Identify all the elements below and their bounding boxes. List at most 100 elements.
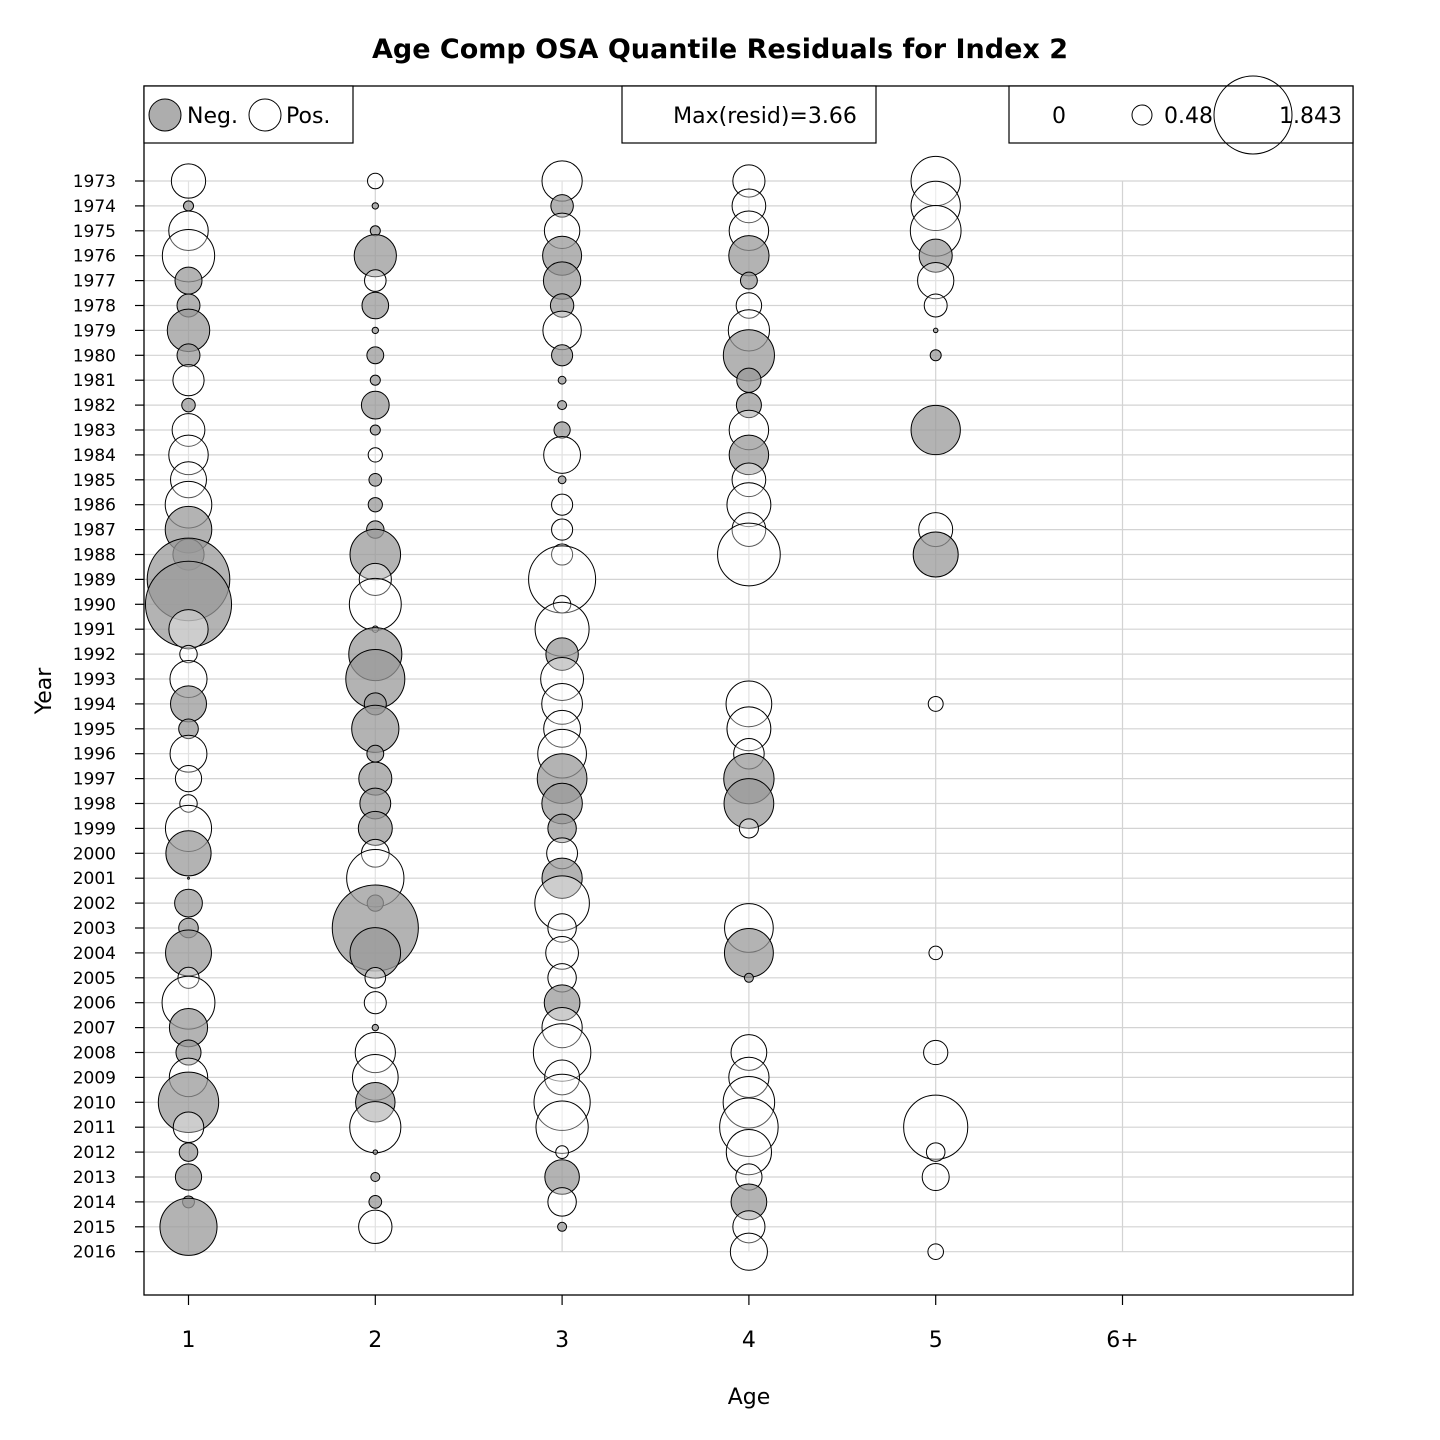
bubble-age-3-year-1980	[551, 344, 574, 367]
y-tick-label: 1996	[73, 745, 116, 765]
y-tick-label: 1990	[73, 595, 116, 615]
bubble-age-1-year-2001	[187, 876, 190, 880]
bubble-age-1-year-2012	[178, 1142, 199, 1162]
bubble-age-2-year-2013	[370, 1172, 381, 1182]
bubble-age-2-year-2014	[368, 1195, 383, 1209]
bubble-age-5-year-1980	[929, 349, 942, 362]
bubble-age-5-year-2012	[925, 1142, 946, 1162]
size-legend-symbol-1	[1131, 104, 1153, 126]
bubble-age-2-year-1973	[367, 172, 384, 190]
bubble-age-2-year-1977	[364, 269, 387, 292]
x-tick-label: 6+	[1106, 1328, 1138, 1353]
bubble-age-4-year-1976	[728, 235, 770, 277]
bubble-age-3-year-2014	[547, 1187, 577, 1217]
x-tick-label: 3	[555, 1328, 569, 1353]
bubble-age-4-year-1988	[717, 522, 781, 587]
y-tick-label: 2000	[73, 844, 116, 864]
bubble-age-1-year-1982	[181, 397, 196, 413]
y-tick-label: 2016	[73, 1243, 116, 1263]
bubble-age-4-year-2014	[730, 1183, 768, 1221]
bubble-age-3-year-2007	[541, 1006, 583, 1049]
bubble-age-3-year-1985	[557, 475, 567, 485]
bubble-age-3-year-1984	[543, 435, 582, 474]
bubble-age-1-year-1977	[174, 266, 203, 295]
bubble-age-1-year-2002	[174, 888, 203, 918]
bubble-age-3-year-1999	[547, 813, 577, 844]
size-legend-symbol-2	[1213, 75, 1293, 155]
positive-legend-symbol	[248, 98, 282, 132]
y-tick-label: 1976	[73, 247, 116, 267]
bubble-age-3-year-1978	[549, 293, 575, 318]
bubble-age-4-year-1994	[725, 680, 773, 728]
x-axis: 1 2 3 4 5 6+	[182, 1295, 1139, 1353]
bubble-age-5-year-1979	[932, 327, 939, 334]
bubble-age-5-year-2013	[921, 1163, 950, 1191]
bubble-age-3-year-1974	[550, 194, 574, 218]
y-tick-label: 1982	[73, 396, 116, 416]
bubble-age-2-year-1990	[348, 577, 402, 631]
bubble-age-2-year-1984	[367, 447, 383, 463]
bubble-age-4-year-1973	[732, 164, 766, 198]
y-tick-label: 1980	[73, 346, 116, 366]
bubble-age-2-year-1980	[366, 346, 385, 365]
bubble-age-1-year-1998	[179, 794, 198, 813]
bubble-age-2-year-2010	[355, 1082, 396, 1123]
bubble-age-4-year-2016	[729, 1232, 768, 1271]
bubble-age-3-year-1982	[557, 400, 568, 411]
bubble-age-1-year-1997	[174, 764, 203, 793]
bubble-age-2-year-1974	[371, 202, 379, 210]
y-tick-label: 1989	[73, 570, 116, 590]
bubble-age-1-year-1992	[179, 644, 198, 664]
bubble-age-2-year-2011	[349, 1101, 402, 1154]
bubble-age-3-year-1993	[540, 657, 585, 701]
legend: Neg. Pos. Max(resid)=3.66 0 0.48 1.843	[143, 75, 1354, 155]
bubble-age-5-year-1983	[910, 404, 961, 456]
bubbles	[144, 155, 969, 1271]
bubble-age-3-year-2001	[541, 857, 583, 899]
bubble-age-3-year-2015	[557, 1221, 568, 1232]
bubble-age-4-year-1974	[731, 188, 767, 224]
bubble-age-3-year-1990	[552, 595, 572, 614]
bubble-age-4-year-2012	[725, 1128, 773, 1176]
y-tick-label: 1985	[73, 471, 116, 491]
y-axis: 1973 1974 1975 1976 1977 1978 1979 1980 1981 1982…	[73, 172, 144, 1263]
bubble-age-1-year-2011	[172, 1111, 205, 1143]
bubble-age-3-year-2009	[544, 1059, 581, 1096]
x-tick-label: 4	[742, 1328, 756, 1353]
y-axis-label: Year	[32, 667, 57, 716]
y-tick-label: 1978	[73, 297, 116, 317]
bubble-age-2-year-2004	[349, 927, 402, 979]
bubble-age-3-year-2004	[545, 936, 579, 970]
x-tick-label: 1	[182, 1328, 196, 1353]
bubble-age-2-year-2008	[354, 1031, 396, 1074]
bubble-age-4-year-2005	[743, 972, 754, 983]
bubble-age-1-year-2015	[159, 1197, 218, 1256]
y-tick-label: 2011	[73, 1118, 116, 1138]
size-legend-label-2: 1.843	[1279, 104, 1342, 129]
bubble-age-2-year-1988	[349, 528, 402, 581]
y-tick-label: 1992	[73, 645, 116, 665]
y-tick-label: 1983	[73, 421, 116, 441]
bubble-age-1-year-1975	[168, 210, 209, 252]
bubble-age-3-year-2002	[534, 875, 590, 931]
y-tick-label: 1994	[73, 695, 116, 715]
bubble-age-3-year-2010	[533, 1073, 591, 1131]
y-tick-label: 1981	[73, 371, 116, 391]
bubble-age-1-year-1990	[144, 560, 233, 648]
bubble-age-2-year-1985	[368, 472, 383, 487]
bubble-age-1-year-2005	[177, 966, 200, 989]
bubble-age-5-year-1988	[912, 531, 959, 578]
bubble-age-2-year-1996	[366, 744, 385, 763]
bubble-age-3-year-1981	[557, 375, 567, 385]
x-tick-label: 2	[368, 1328, 382, 1353]
bubble-age-1-year-1974	[182, 200, 195, 212]
size-legend-label-1: 0.48	[1164, 104, 1213, 129]
y-tick-label: 2006	[73, 994, 116, 1014]
bubble-age-2-year-1978	[361, 291, 390, 320]
bubble-age-2-year-2007	[371, 1023, 379, 1032]
x-tick-label: 5	[929, 1328, 943, 1353]
bubble-age-1-year-1996	[169, 734, 208, 773]
bubble-age-4-year-1999	[738, 818, 759, 839]
y-tick-label: 2001	[73, 869, 116, 889]
